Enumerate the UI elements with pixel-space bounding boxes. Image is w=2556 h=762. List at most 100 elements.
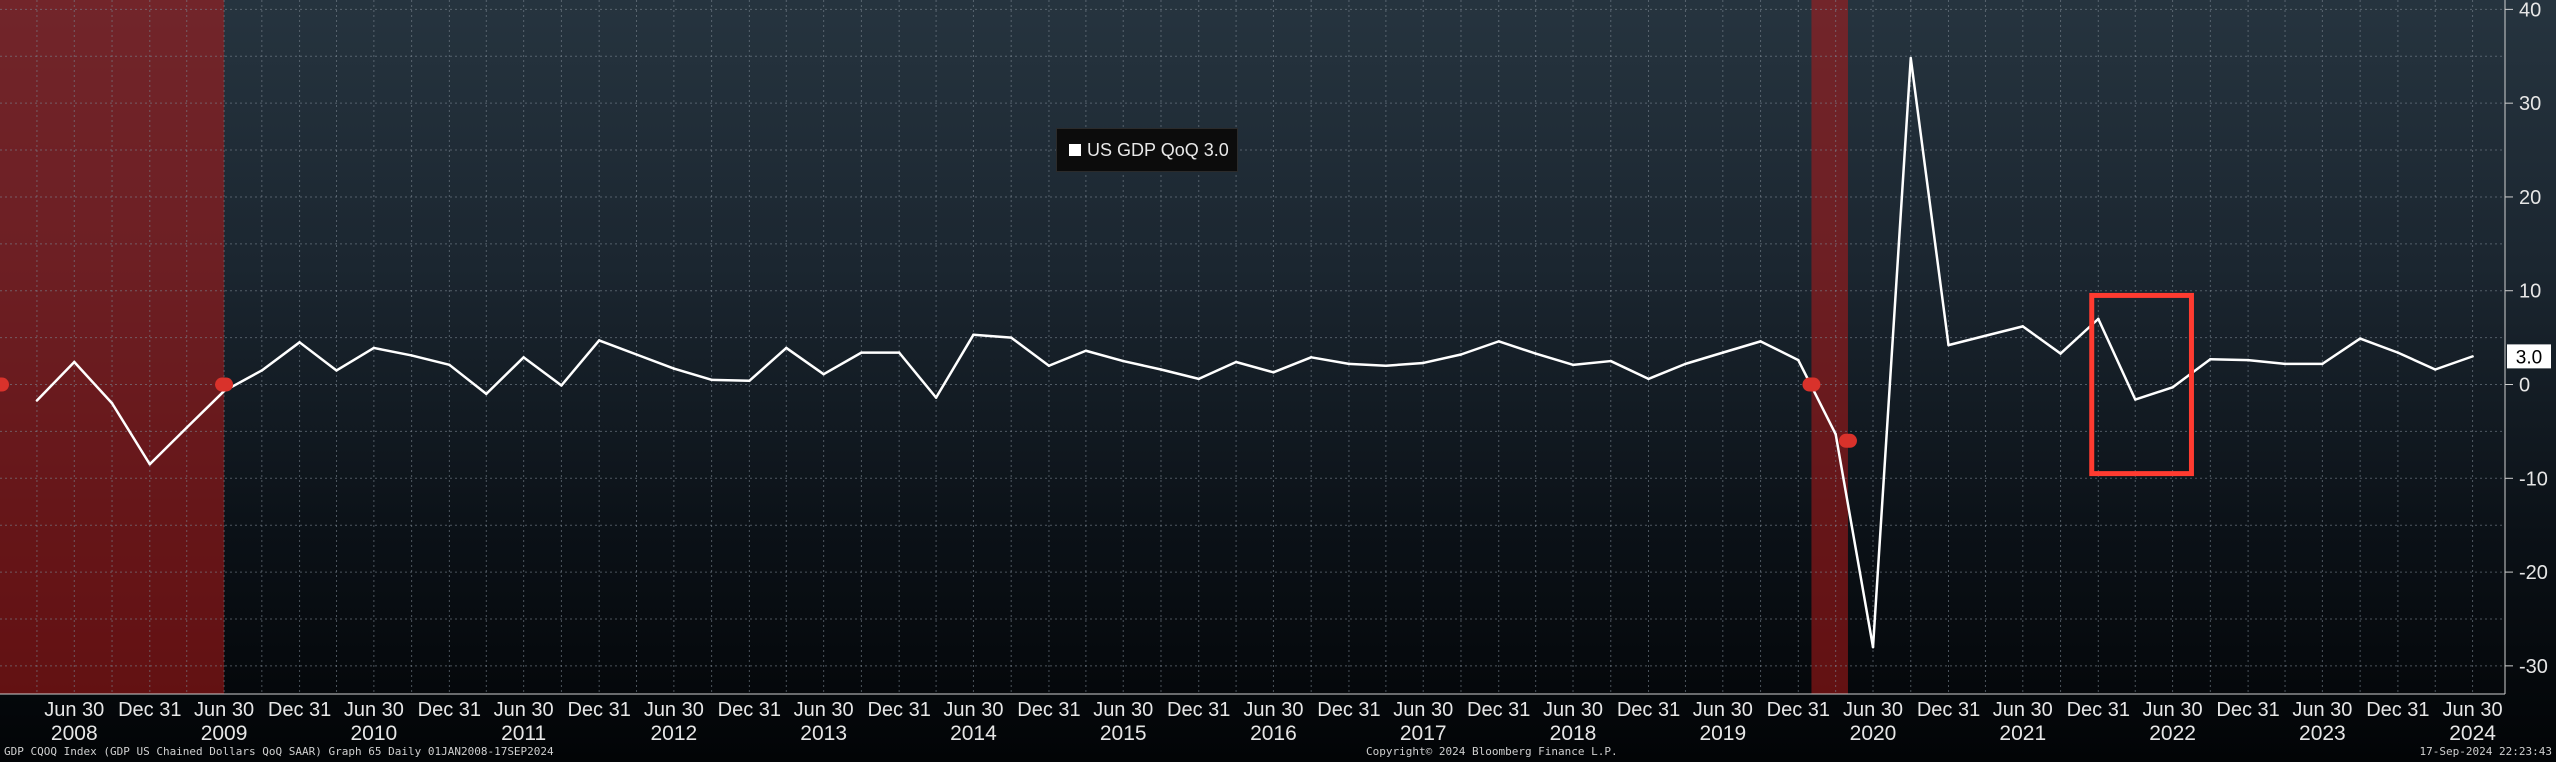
series-segment [2433,355,2474,371]
series-segment [2358,337,2400,354]
x-tick-label: Jun 30 [1843,699,1903,721]
x-tick-label: Dec 31 [118,699,181,721]
y-tick-label: -20 [2519,562,2548,584]
x-tick-label: Jun 30 [1693,699,1753,721]
legend-label: US GDP QoQ 3.0 [1087,139,1229,160]
series-segment [1009,336,1051,368]
x-tick-label: Dec 31 [1467,699,1530,721]
series-segment [710,378,751,383]
x-year-label: 2009 [201,722,248,745]
x-year-label: 2017 [1400,722,1447,745]
series-segment [972,333,1013,339]
x-tick-label: Jun 30 [1243,699,1303,721]
series-segment [1121,359,1163,371]
series-segment [485,356,525,396]
y-tick-label: 40 [2519,0,2541,21]
series-segment [522,356,563,387]
x-year-label: 2013 [800,722,847,745]
series-segment [1984,325,2025,337]
x-tick-label: Jun 30 [194,699,254,721]
x-tick-label: Jun 30 [344,699,404,721]
series-segment [148,426,188,466]
x-tick-label: Dec 31 [718,699,781,721]
x-tick-label: Dec 31 [867,699,930,721]
series-segment [2246,358,2287,366]
footer-source: GDP CQOQ Index (GDP US Chained Dollars Q… [4,745,554,758]
series-segment [1571,359,1613,367]
legend-swatch-icon [1069,144,1081,156]
x-year-label: 2008 [51,722,98,745]
series-segment [1234,360,1275,374]
series-segment [1609,359,1650,381]
x-tick-label: Jun 30 [2143,699,2203,721]
x-tick-label: Jun 30 [644,699,704,721]
series-segment [1684,351,1725,366]
legend: US GDP QoQ 3.0 [1056,128,1238,172]
x-tick-label: Jun 30 [1543,699,1603,721]
y-tick-label: -10 [2519,468,2548,490]
series-segment [1347,362,1388,368]
series-segment [672,367,713,382]
x-tick-label: Dec 31 [418,699,481,721]
series-segment [1084,349,1125,363]
series-segment [372,346,413,357]
x-tick-label: Jun 30 [44,699,104,721]
y-tick-label: 30 [2519,93,2541,115]
series-segment [1721,340,1762,354]
x-year-label: 2021 [1999,722,2046,745]
series-segment [822,351,863,376]
x-tick-label: Dec 31 [1017,699,1080,721]
series-segment [785,346,825,376]
x-tick-label: Dec 31 [1767,699,1830,721]
x-tick-label: Dec 31 [1917,699,1980,721]
x-tick-label: Dec 31 [1317,699,1380,721]
series-segment [1459,340,1500,356]
series-segment [1272,356,1313,374]
series-segment [260,341,301,372]
x-tick-label: Dec 31 [2067,699,2130,721]
series-segment [635,353,676,370]
last-value-label: 3.0 [2516,347,2542,368]
series-segment [1047,349,1088,368]
series-segment [1197,360,1238,381]
recession-band [1811,0,1848,694]
x-year-label: 2023 [2299,722,2346,745]
series-segment [73,360,114,405]
x-year-label: 2019 [1699,722,1746,745]
series-segment [35,360,76,402]
x-year-label: 2018 [1550,722,1597,745]
footer-copyright: Copyright© 2024 Bloomberg Finance L.P. [1366,745,1618,758]
recession-marker [1838,433,1857,448]
x-year-label: 2016 [1250,722,1297,745]
x-year-label: 2024 [2449,722,2496,745]
series-segment [560,339,601,387]
x-tick-label: Dec 31 [1167,699,1230,721]
y-tick-label: 0 [2519,375,2530,397]
x-year-label: 2020 [1850,722,1897,745]
series-segment [1497,340,1537,355]
series-segment [335,346,376,372]
x-tick-label: Jun 30 [1393,699,1453,721]
x-tick-label: Dec 31 [2216,699,2279,721]
x-year-label: 2012 [650,722,697,745]
series-segment [1797,358,1837,436]
x-year-label: 2015 [1100,722,1147,745]
series-segment [1421,353,1463,365]
recession-marker [0,377,9,392]
x-tick-label: Jun 30 [1093,699,1153,721]
x-tick-label: Dec 31 [2366,699,2429,721]
y-tick-label: 10 [2519,281,2541,303]
x-tick-label: Dec 31 [268,699,331,721]
x-tick-label: Jun 30 [494,699,554,721]
x-tick-label: Dec 31 [567,699,630,721]
highlight-box [2089,292,2194,477]
y-tick-label: -30 [2519,656,2548,678]
y-tick-label: 20 [2519,187,2541,209]
recession-marker [215,377,234,392]
series-segment [1159,368,1200,381]
series-segment [748,346,788,383]
series-segment [1759,340,1800,362]
x-tick-label: Jun 30 [1993,699,2053,721]
